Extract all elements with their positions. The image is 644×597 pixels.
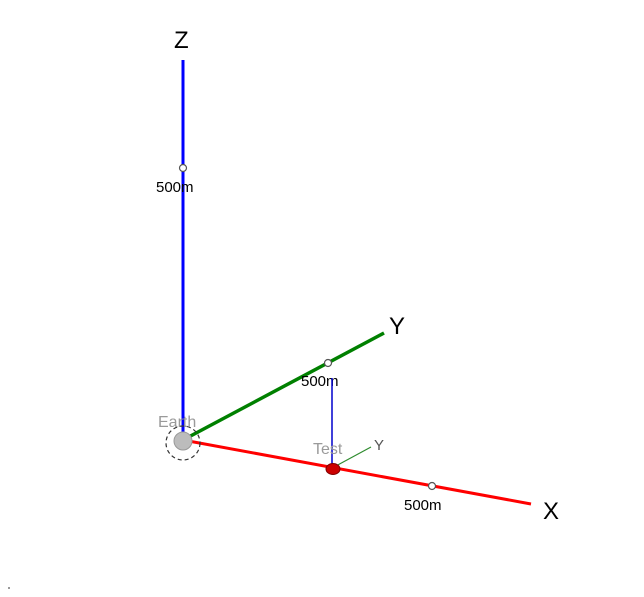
z-axis-tick-label: 500m: [156, 179, 194, 196]
earth-origin-marker[interactable]: [173, 431, 193, 451]
z-axis-label: Z: [174, 27, 189, 54]
x-axis-line: [182, 438, 532, 506]
y-axis-label: Y: [389, 313, 405, 340]
z-axis-tick-marker: [178, 163, 188, 173]
earth-selection-ring: [165, 425, 201, 461]
y-axis-tick-label: 500m: [301, 373, 339, 390]
x-axis-tick-label: 500m: [404, 497, 442, 514]
test-object-local-y-label: Y: [374, 437, 384, 454]
test-object-marker[interactable]: [325, 463, 341, 475]
test-object-local-y-axis: [333, 446, 372, 468]
earth-label: Earth: [158, 414, 196, 431]
y-axis-line: [182, 331, 385, 442]
y-axis-tick-marker: [323, 358, 333, 368]
corner-pixel: [8, 587, 10, 589]
test-object-label: Test: [313, 441, 343, 458]
x-axis-label: X: [543, 498, 559, 525]
x-axis-tick-marker: [427, 481, 437, 491]
